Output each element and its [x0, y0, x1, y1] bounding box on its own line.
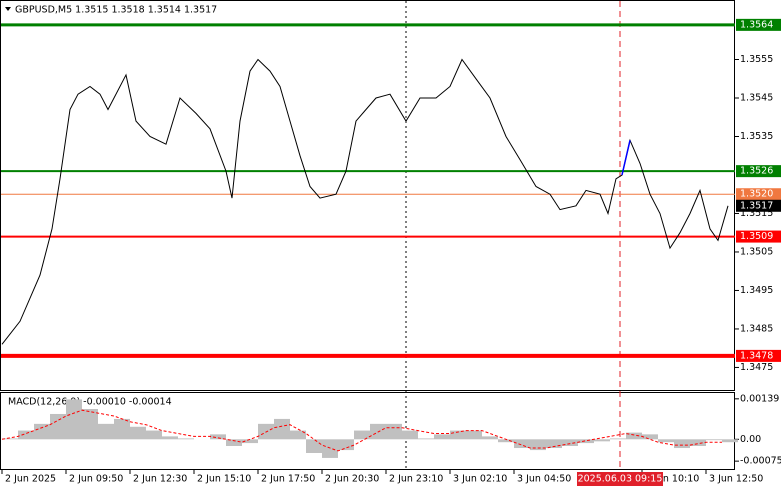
y-tick-label: 1.3475: [740, 362, 773, 373]
histogram-bar: [530, 439, 546, 451]
y-tick-label: 1.3505: [740, 246, 773, 257]
x-tick-label: 2 Jun 23:10: [389, 474, 443, 485]
histogram-bar: [562, 439, 578, 446]
x-tick-label: 3 Jun 10:10: [645, 474, 699, 485]
x-tick-label: 3 Jun 02:10: [453, 474, 507, 485]
histogram-bar: [82, 409, 98, 440]
histogram-bar: [50, 413, 66, 440]
chart-title: GBPUSD,M5 1.3515 1.3518 1.3514 1.3517: [15, 5, 217, 16]
x-tick-label: 2 Jun 20:30: [325, 474, 379, 485]
level-label: 1.3526: [740, 166, 773, 177]
histogram-bar: [130, 426, 146, 440]
cursor-label: 2025.06.03 09:15: [578, 474, 663, 485]
level-label-box: [736, 165, 781, 178]
y-tick-label: 1.3485: [740, 323, 773, 334]
histogram-bar: [2, 438, 18, 440]
level-label-box: [736, 18, 781, 31]
histogram-bar: [114, 418, 130, 440]
histogram-bar: [354, 430, 370, 440]
menu-triangle: [5, 7, 11, 11]
histogram-bar: [338, 439, 354, 451]
last-price-label: 1.3517: [740, 200, 773, 211]
histogram-bar: [210, 434, 226, 440]
level-label: 1.3478: [740, 350, 773, 361]
histogram-bar: [162, 436, 178, 440]
histogram-bar: [274, 418, 290, 440]
y-tick-label: 1.3535: [740, 131, 773, 142]
histogram-bar: [290, 430, 306, 440]
histogram-bar: [98, 423, 114, 440]
histogram-bar: [658, 439, 674, 443]
histogram-bar: [306, 439, 322, 453]
histogram-bar: [242, 439, 258, 444]
histogram-bar: [610, 438, 626, 440]
histogram-bar: [226, 439, 242, 446]
series-line: [621, 140, 631, 176]
histogram-bar: [146, 430, 162, 440]
histogram-bar: [66, 399, 82, 440]
histogram-bar: [178, 438, 194, 440]
histogram-bar: [722, 439, 738, 443]
macd-title: MACD(12,26,9) -0.00010 -0.00014: [8, 397, 172, 408]
histogram-bar: [434, 434, 450, 440]
x-tick-label: 2 Jun 12:30: [133, 474, 187, 485]
histogram-bar: [418, 438, 434, 440]
histogram-bar: [594, 439, 610, 442]
level-label: 1.3509: [740, 231, 773, 242]
x-tick-label: 3 Jun 12:50: [709, 474, 763, 485]
cursor-label-box: [577, 472, 663, 486]
histogram-bar: [514, 439, 530, 449]
x-tick-label: 2 Jun 17:50: [261, 474, 315, 485]
level-label: 1.3520: [740, 189, 773, 200]
x-tick-label: 2 Jun 2025: [5, 474, 56, 485]
histogram-bar: [674, 439, 690, 449]
histogram-bar: [322, 439, 338, 458]
y-tick-label: 1.3555: [740, 54, 773, 65]
level-label: 1.3564: [740, 19, 773, 30]
histogram-bar: [18, 430, 34, 440]
x-tick-label: 2 Jun 15:10: [197, 474, 251, 485]
histogram-bar: [466, 430, 482, 440]
y-tick-label: 0.00139: [740, 393, 779, 404]
histogram-bar: [546, 439, 562, 449]
y-tick-label: -0.00075: [740, 456, 781, 467]
level-label-box: [736, 349, 781, 362]
y-tick-label: 0.00: [740, 434, 761, 445]
histogram-bar: [386, 423, 402, 440]
y-tick-label: 1.3545: [740, 93, 773, 104]
histogram-bar: [578, 439, 594, 444]
price-panel: [0, 0, 735, 391]
level-label-box: [736, 188, 781, 201]
x-tick-label: 2 Jun 09:50: [69, 474, 123, 485]
last-price-box: [736, 199, 781, 212]
histogram-bar: [690, 439, 706, 446]
histogram-bar: [402, 430, 418, 440]
histogram-bar: [34, 423, 50, 440]
level-label-box: [736, 230, 781, 243]
histogram-bar: [450, 430, 466, 440]
x-tick-label: 3 Jun 04:50: [517, 474, 571, 485]
histogram-bar: [642, 434, 658, 440]
y-tick-label: 1.3515: [740, 208, 773, 219]
histogram-bar: [706, 439, 722, 441]
series-line: [1, 409, 722, 452]
histogram-bar: [626, 432, 642, 440]
y-tick-label: 1.3495: [740, 285, 773, 296]
histogram-bar: [482, 436, 498, 440]
histogram-bar: [498, 439, 514, 443]
